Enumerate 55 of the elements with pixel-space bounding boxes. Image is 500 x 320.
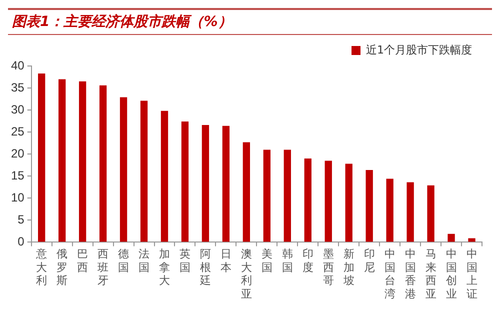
x-tick-label: 意大利 xyxy=(35,248,48,288)
bar xyxy=(38,73,46,242)
y-tick-label: 20 xyxy=(10,146,25,160)
bar xyxy=(160,110,168,242)
x-tick-label: 澳大利亚 xyxy=(240,248,252,300)
bar xyxy=(181,122,189,242)
y-tick-label: 30 xyxy=(10,102,25,116)
bar xyxy=(386,178,394,242)
bar xyxy=(427,185,434,242)
x-tick-label: 中国创业 xyxy=(446,248,457,300)
bar xyxy=(202,125,210,242)
y-tick-label: 0 xyxy=(18,234,25,249)
bar xyxy=(366,170,373,242)
x-tick-label: 新加坡 xyxy=(342,248,354,288)
x-tick-label: 俄罗斯 xyxy=(56,248,68,288)
bar xyxy=(58,79,66,242)
x-tick-label: 日本 xyxy=(220,248,232,274)
bar xyxy=(448,234,455,242)
x-tick-label: 中国上证 xyxy=(466,248,478,300)
x-tick-label: 英国 xyxy=(179,248,190,274)
x-tick-label: 中国香港 xyxy=(404,248,416,300)
bar xyxy=(304,158,312,242)
x-tick-label: 德国 xyxy=(118,248,130,274)
bar xyxy=(324,160,332,242)
bar xyxy=(242,142,250,242)
bar xyxy=(345,164,352,242)
bar xyxy=(78,81,86,242)
x-tick-label: 印度 xyxy=(302,248,314,274)
y-tick-label: 25 xyxy=(10,124,25,138)
bar xyxy=(120,97,128,242)
bar xyxy=(222,126,230,242)
bar xyxy=(284,150,291,242)
y-tick-label: 10 xyxy=(10,190,25,204)
bar xyxy=(468,238,476,242)
chart-title: 图表1：主要经济体股市跌幅（%） xyxy=(8,8,492,35)
bar xyxy=(140,100,148,242)
x-tick-label: 加拿大 xyxy=(158,248,170,288)
y-tick-label: 40 xyxy=(10,58,25,72)
x-tick-label: 中国台湾 xyxy=(384,248,396,300)
x-tick-label: 法国 xyxy=(138,248,150,274)
legend-label: 近1个月股市下跌幅度 xyxy=(366,43,472,56)
x-tick-label: 马来西亚 xyxy=(425,248,436,300)
y-tick-label: 15 xyxy=(10,168,25,182)
x-tick-label: 美国 xyxy=(261,248,272,274)
x-tick-label: 巴西 xyxy=(77,248,88,274)
x-tick-label: 西班牙 xyxy=(98,248,109,288)
x-tick-label: 阿根廷 xyxy=(198,248,211,288)
x-tick-label: 韩国 xyxy=(282,248,293,274)
bar xyxy=(99,85,107,242)
bar xyxy=(263,150,270,242)
x-tick-label: 墨西哥 xyxy=(322,248,334,288)
bar xyxy=(406,182,414,242)
y-tick-label: 5 xyxy=(18,212,25,226)
y-tick-label: 35 xyxy=(10,80,25,94)
x-tick-label: 印尼 xyxy=(364,248,375,274)
